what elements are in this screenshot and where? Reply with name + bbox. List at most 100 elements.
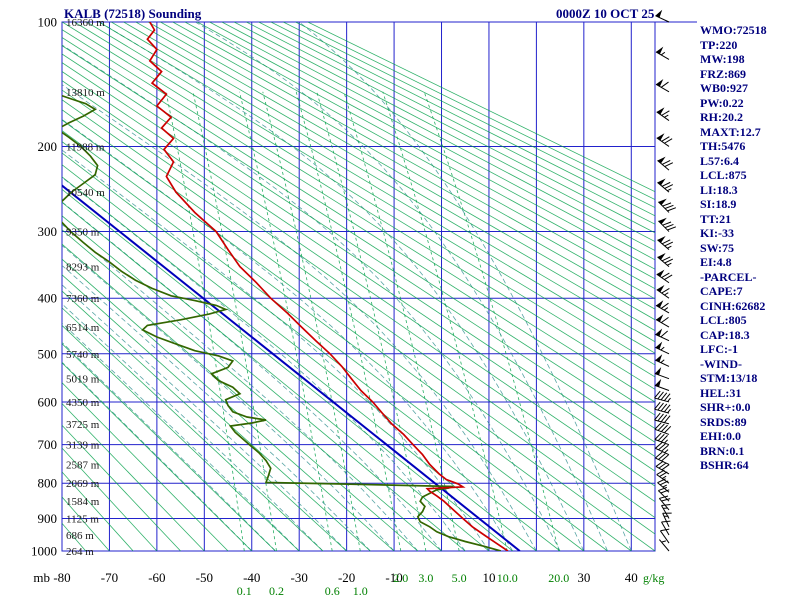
mixing-ratio-label: 1.0 bbox=[353, 584, 368, 598]
dry-adiabat-line bbox=[62, 53, 655, 443]
wind-barb-full bbox=[657, 402, 664, 411]
wind-barb-flag bbox=[656, 79, 664, 87]
dry-adiabat-line bbox=[62, 243, 419, 551]
index-line: BSHR:64 bbox=[700, 458, 749, 472]
dry-adiabat-line bbox=[270, 22, 655, 217]
wind-barb-stem bbox=[655, 319, 670, 328]
dry-adiabat-line bbox=[135, 22, 655, 321]
dry-adiabat-line bbox=[62, 382, 229, 551]
mixing-ratio-line bbox=[239, 91, 333, 551]
wind-barb-full bbox=[664, 204, 674, 209]
wind-barb-half bbox=[664, 292, 669, 296]
moist-adiabat-line bbox=[62, 284, 347, 551]
dry-adiabat-line bbox=[62, 71, 655, 472]
wind-barb-full bbox=[658, 443, 666, 451]
wind-barb-flag bbox=[656, 133, 665, 141]
mixing-ratio-line bbox=[423, 91, 560, 551]
moist-adiabat-line bbox=[62, 341, 276, 551]
wind-barb-full bbox=[661, 110, 670, 116]
dry-adiabat-line bbox=[62, 324, 300, 551]
dry-adiabat-line bbox=[62, 522, 87, 551]
wind-barb-half bbox=[664, 114, 669, 118]
index-line: WB0:927 bbox=[700, 81, 748, 95]
wind-barb-flag bbox=[656, 46, 664, 55]
wind-barb-full bbox=[660, 489, 670, 494]
dry-adiabat-line bbox=[221, 22, 655, 252]
dry-adiabat-line bbox=[62, 89, 655, 503]
dry-adiabat-line bbox=[62, 274, 371, 551]
index-line: LCL:805 bbox=[700, 313, 747, 327]
height-label: 5019 m bbox=[66, 374, 100, 386]
wind-barb-full bbox=[664, 241, 674, 247]
station-title: KALB (72518) Sounding bbox=[64, 6, 202, 21]
wind-barb-full bbox=[661, 464, 670, 471]
dry-adiabat-line bbox=[98, 22, 655, 354]
index-line: CAPE:7 bbox=[700, 284, 743, 298]
height-label: 10540 m bbox=[66, 187, 105, 199]
wind-barb-full bbox=[654, 422, 662, 430]
dry-adiabat-line bbox=[295, 22, 655, 200]
index-line: CINH:62682 bbox=[700, 298, 766, 313]
height-label: 5740 m bbox=[66, 349, 100, 361]
temp-tick-label: -40 bbox=[243, 570, 260, 585]
pressure-tick-label: 500 bbox=[38, 346, 58, 361]
dry-adiabat-line bbox=[62, 37, 655, 416]
dry-adiabat-line bbox=[62, 45, 655, 429]
wind-barb-stem bbox=[655, 305, 670, 314]
index-line: LCL:875 bbox=[700, 168, 747, 182]
dry-adiabat-line bbox=[62, 229, 442, 551]
wind-barb-stem bbox=[654, 397, 670, 403]
index-line: TH:5476 bbox=[700, 139, 746, 153]
wind-barb-flag bbox=[654, 378, 662, 387]
wind-barb-full bbox=[654, 390, 661, 399]
moist-adiabat-line bbox=[62, 223, 419, 551]
wind-barb-flag bbox=[657, 253, 666, 260]
wind-barb-stem bbox=[657, 256, 670, 267]
wind-barb-full bbox=[655, 442, 663, 449]
wind-barb-full bbox=[667, 226, 677, 231]
height-label: 8293 m bbox=[66, 262, 100, 274]
mixing-ratio-label: 0.6 bbox=[325, 584, 340, 598]
index-line: RH:20.2 bbox=[700, 110, 743, 124]
height-label: 6514 m bbox=[66, 322, 100, 334]
wind-barb-half bbox=[660, 346, 665, 351]
index-line: SW:75 bbox=[700, 240, 735, 255]
height-label: 2069 m bbox=[66, 478, 100, 490]
moist-adiabat-line bbox=[62, 149, 490, 551]
wind-barb-flag bbox=[656, 107, 665, 115]
index-line: PW:0.22 bbox=[700, 95, 744, 110]
wind-barb-full bbox=[660, 330, 668, 338]
mixing-ratio-line bbox=[165, 91, 245, 551]
wind-barb-full bbox=[660, 392, 668, 401]
wind-barb-stem bbox=[655, 447, 670, 456]
temp-tick-label: -70 bbox=[101, 570, 118, 585]
wind-barb-stem bbox=[655, 51, 670, 60]
wind-barb-full bbox=[660, 81, 669, 88]
wind-barb-stem bbox=[655, 347, 670, 355]
wind-barb-half bbox=[660, 359, 665, 364]
height-label: 3725 m bbox=[66, 419, 100, 431]
dry-adiabat-line bbox=[62, 141, 608, 551]
wind-barb-full bbox=[667, 207, 677, 212]
moist-adiabat-line bbox=[62, 244, 395, 551]
wind-barb-full bbox=[660, 403, 668, 412]
wind-barb-flag bbox=[655, 9, 663, 18]
wind-barb-full bbox=[661, 454, 669, 462]
height-label: 3139 m bbox=[66, 440, 100, 452]
dry-adiabat-line bbox=[160, 22, 655, 300]
wind-barb-full bbox=[661, 256, 671, 262]
wind-barb-half bbox=[664, 449, 669, 453]
index-line: HEL:31 bbox=[700, 385, 742, 400]
grid-layer bbox=[61, 21, 697, 552]
wind-barb-full bbox=[664, 223, 674, 229]
wind-barb-full bbox=[661, 272, 670, 279]
wind-barb-stem bbox=[657, 482, 670, 493]
moist-adiabat-line bbox=[62, 201, 442, 551]
wind-barb-stem bbox=[655, 457, 670, 465]
wind-barb-stem bbox=[654, 439, 670, 446]
index-line: TP:220 bbox=[700, 37, 738, 52]
index-line: SI:18.9 bbox=[700, 197, 737, 211]
moist-adiabat-line bbox=[99, 22, 585, 551]
temp-tick-label: -50 bbox=[196, 570, 213, 585]
